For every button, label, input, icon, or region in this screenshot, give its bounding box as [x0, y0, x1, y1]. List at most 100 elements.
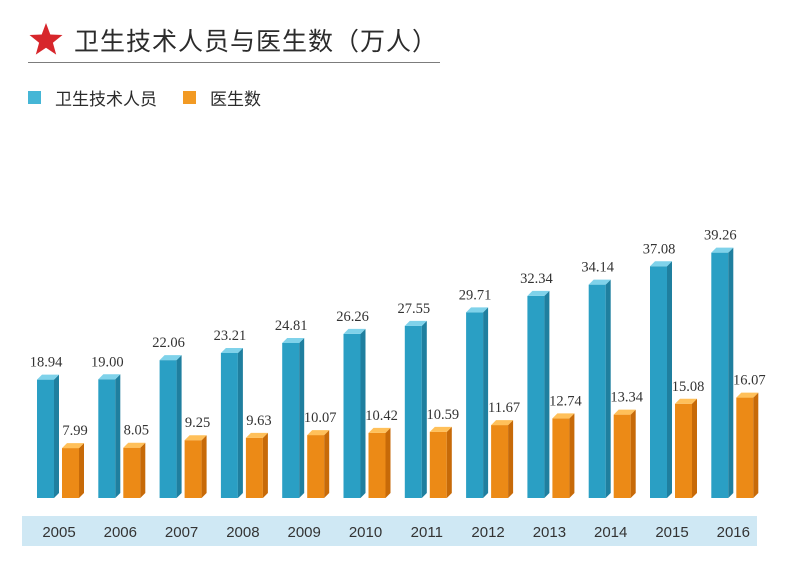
bar-series-a-2009-top	[282, 337, 305, 343]
legend-label-series-a: 卫生技术人员	[55, 90, 157, 110]
data-label-series-b-2012: 11.67	[488, 400, 520, 416]
bar-series-b-2016-side	[753, 392, 759, 498]
x-tick-label-2013: 2013	[533, 524, 566, 541]
data-label-series-b-2011: 10.59	[426, 407, 459, 423]
bar-series-a-2011-top	[404, 320, 427, 326]
bar-series-b-2008-top	[245, 432, 268, 438]
bar-series-b-2013-front	[552, 418, 570, 498]
bar-series-b-2007-side	[201, 435, 207, 498]
bar-series-a-2016-front	[711, 252, 729, 498]
bar-series-a-2006-front	[98, 379, 116, 498]
data-label-series-a-2015: 37.08	[643, 241, 676, 257]
data-label-series-a-2007: 22.06	[152, 335, 185, 351]
bar-series-a-2011-side	[421, 320, 427, 498]
bar-series-b-2010-front	[368, 432, 386, 498]
data-label-series-b-2014: 13.34	[610, 390, 643, 406]
bar-series-b-2012-front	[491, 425, 509, 498]
bar-series-a-2007-front	[159, 360, 177, 498]
bar-series-a-2005-front	[37, 379, 54, 498]
data-label-series-a-2016: 39.26	[704, 228, 737, 244]
bar-series-b-2011-front	[429, 431, 447, 498]
bar-series-a-2007-side	[176, 355, 182, 498]
legend-item-series-b: 医生数	[183, 85, 261, 110]
x-tick-label-2006: 2006	[104, 524, 137, 541]
data-label-series-a-2009: 24.81	[275, 318, 308, 334]
bar-series-b-2013	[552, 413, 575, 498]
bar-series-b-2005-front	[62, 448, 79, 498]
title-divider	[28, 62, 440, 63]
data-label-series-b-2010: 10.42	[365, 408, 398, 424]
bar-series-a-2015	[650, 261, 672, 498]
bar-series-a-2007	[159, 355, 182, 498]
bar-series-b-2010	[368, 427, 391, 498]
bar-series-a-2005-top	[37, 374, 59, 380]
bar-series-b-2013-side	[569, 413, 575, 498]
bar-series-b-2008-front	[245, 437, 263, 498]
bar-series-a-2013-side	[544, 290, 550, 498]
bar-series-b-2006-top	[123, 442, 146, 448]
bar-series-b-2008	[245, 432, 268, 498]
bar-series-b-2006-side	[140, 442, 146, 498]
bar-series-b-2014-side	[630, 409, 636, 498]
bar-series-a-2007-top	[159, 355, 182, 361]
bar-series-a-2014-side	[605, 279, 611, 498]
x-tick-label-2016: 2016	[717, 524, 750, 541]
bar-series-a-2012-top	[466, 307, 489, 313]
bar-series-a-2005-side	[54, 374, 59, 498]
x-tick-label-2009: 2009	[288, 524, 321, 541]
x-tick-label-2014: 2014	[594, 524, 627, 541]
bar-series-a-2009-front	[282, 342, 300, 498]
bar-series-a-2010-top	[343, 328, 366, 334]
x-tick-label-2007: 2007	[165, 524, 198, 541]
bar-series-a-2012	[466, 307, 489, 498]
bar-series-a-2013-top	[527, 290, 550, 296]
bar-series-a-2006-side	[115, 374, 121, 498]
bar-series-b-2006-front	[123, 447, 141, 498]
bar-series-b-2014	[613, 409, 636, 498]
bar-series-b-2013-top	[552, 413, 575, 419]
x-tick-label-2010: 2010	[349, 524, 382, 541]
bar-series-a-2009-side	[299, 337, 305, 498]
bar-series-b-2008-side	[262, 432, 268, 498]
data-label-series-b-2008: 9.63	[246, 413, 271, 429]
chart-title-row: 卫生技术人员与医生数（万人）	[28, 18, 438, 62]
data-label-series-b-2015: 15.08	[672, 379, 705, 395]
bar-series-a-2013-front	[527, 295, 545, 498]
bar-series-a-2016-side	[728, 247, 734, 498]
bar-series-b-2016	[736, 392, 759, 498]
bar-series-b-2011-top	[429, 426, 452, 432]
legend-item-series-a: 卫生技术人员	[28, 85, 157, 110]
bar-series-a-2008	[220, 347, 243, 498]
data-label-series-a-2008: 23.21	[214, 328, 247, 344]
bar-series-a-2008-front	[220, 352, 238, 498]
bar-series-a-2009	[282, 337, 305, 498]
legend: 卫生技术人员 医生数	[28, 85, 287, 110]
x-tick-label-2008: 2008	[226, 524, 259, 541]
bar-series-a-2013	[527, 290, 550, 498]
data-label-series-b-2016: 16.07	[733, 373, 766, 389]
bar-series-a-2015-front	[650, 266, 667, 498]
data-label-series-b-2007: 9.25	[185, 415, 210, 431]
bar-series-b-2009-front	[307, 435, 325, 498]
bar-series-b-2016-front	[736, 397, 754, 498]
x-tick-label-2005: 2005	[42, 524, 75, 541]
x-tick-label-2011: 2011	[411, 524, 443, 541]
x-tick-label-2015: 2015	[655, 524, 688, 541]
data-label-series-b-2005: 7.99	[62, 423, 87, 439]
legend-swatch-series-b	[183, 91, 196, 104]
bar-series-b-2015-side	[692, 398, 697, 498]
bar-series-b-2015-top	[675, 398, 697, 404]
bar-series-a-2011	[404, 320, 427, 498]
bar-series-a-2016	[711, 247, 734, 498]
bar-series-a-2005	[37, 374, 59, 498]
bar-series-a-2012-side	[483, 307, 489, 498]
x-tick-label-2012: 2012	[471, 524, 504, 541]
bar-series-a-2006-top	[98, 374, 121, 380]
bar-series-a-2010-side	[360, 328, 366, 498]
bar-series-b-2009-top	[307, 430, 330, 436]
legend-label-series-b: 医生数	[210, 90, 261, 110]
bar-series-a-2014	[588, 279, 611, 498]
bar-series-a-2008-top	[220, 347, 243, 353]
data-label-series-a-2011: 27.55	[397, 301, 430, 317]
